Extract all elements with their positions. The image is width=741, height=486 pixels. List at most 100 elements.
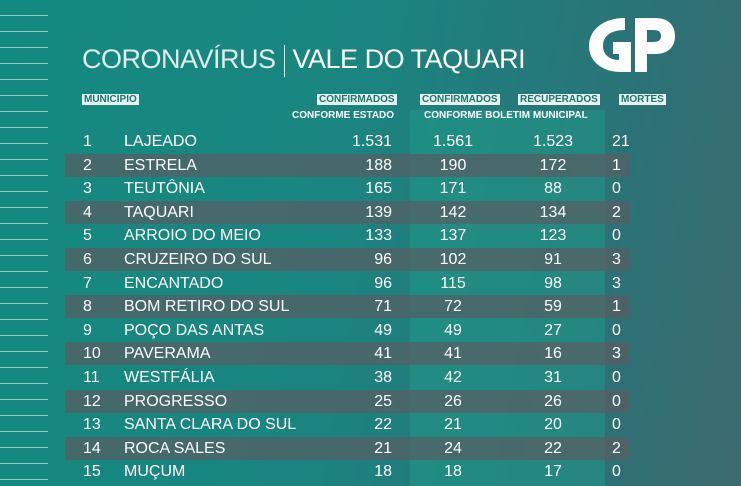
table-row: 3 TEUTÔNIA 165 171 88 0 — [65, 177, 630, 200]
mortes: 3 — [612, 274, 621, 292]
recuperados: 88 — [544, 180, 562, 198]
confirmados-boletim: 49 — [444, 321, 462, 339]
municipio-name: BOM RETIRO DO SUL — [124, 298, 290, 316]
row-number: 11 — [83, 369, 100, 386]
mortes: 0 — [612, 463, 621, 481]
recuperados: 22 — [544, 439, 562, 457]
mortes: 2 — [612, 203, 621, 221]
header-confirmados-estado: CONFIRMADOS — [317, 94, 397, 105]
row-number: 12 — [83, 392, 101, 410]
confirmados-estado: 18 — [374, 463, 392, 481]
table-row: 14 ROCA SALES 21 24 22 2 — [65, 436, 630, 460]
mortes: 1 — [612, 298, 621, 316]
recuperados: 31 — [544, 369, 562, 386]
mortes: 0 — [612, 227, 621, 245]
confirmados-boletim: 102 — [439, 251, 467, 268]
recuperados: 98 — [544, 274, 562, 292]
confirmados-boletim: 142 — [439, 203, 467, 221]
municipio-name: TEUTÔNIA — [124, 180, 205, 198]
municipio-name: WESTFÁLIA — [124, 369, 215, 386]
confirmados-boletim: 18 — [444, 463, 462, 481]
confirmados-boletim: 137 — [439, 227, 467, 245]
confirmados-boletim: 24 — [444, 439, 462, 457]
municipio-name: PROGRESSO — [124, 392, 228, 410]
municipio-name: TAQUARI — [124, 203, 194, 221]
row-number: 14 — [83, 439, 101, 457]
confirmados-boletim: 41 — [444, 345, 462, 363]
table-row: 6 CRUZEIRO DO SUL 96 102 91 3 — [65, 248, 630, 271]
recuperados: 91 — [544, 251, 562, 268]
confirmados-estado: 21 — [374, 439, 392, 457]
recuperados: 172 — [539, 156, 567, 174]
confirmados-estado: 49 — [374, 321, 392, 339]
confirmados-estado: 188 — [365, 156, 392, 174]
decorative-lines — [0, 0, 48, 486]
confirmados-estado: 139 — [365, 203, 392, 221]
mortes: 0 — [612, 416, 621, 434]
header-municipio: MUNICÍPIO — [82, 94, 139, 105]
row-number: 15 — [83, 463, 101, 481]
confirmados-estado: 22 — [374, 416, 392, 434]
table-row: 4 TAQUARI 139 142 134 2 — [65, 200, 630, 224]
header-municipio-label: MUNICÍPIO — [82, 94, 139, 105]
table-row: 8 BOM RETIRO DO SUL 71 72 59 1 — [65, 295, 630, 319]
recuperados: 1.523 — [532, 133, 574, 150]
confirmados-boletim: 115 — [440, 274, 466, 292]
municipio-name: SANTA CLARA DO SUL — [124, 416, 297, 434]
table-row: 10 PAVERAMA 41 41 16 3 — [65, 342, 630, 366]
title-divider — [283, 44, 285, 77]
header-recuperados: RECUPERADOS — [518, 94, 600, 105]
recuperados: 123 — [539, 227, 567, 245]
row-number: 2 — [83, 156, 92, 174]
row-number: 10 — [83, 345, 101, 363]
confirmados-estado: 96 — [374, 274, 392, 292]
row-number: 7 — [83, 274, 92, 292]
confirmados-estado: 133 — [365, 227, 392, 245]
municipio-name: ESTRELA — [124, 156, 197, 174]
mortes: 0 — [612, 392, 621, 410]
municipio-name: LAJEADO — [124, 133, 197, 150]
header-conforme-boletim: CONFORME BOLETIM MUNICIPAL — [424, 110, 588, 121]
row-number: 8 — [83, 298, 92, 316]
municipio-name: POÇO DAS ANTAS — [124, 321, 265, 339]
municipio-name: ARROIO DO MEIO — [124, 227, 261, 245]
confirmados-boletim: 26 — [444, 392, 462, 410]
recuperados: 17 — [544, 463, 562, 481]
header-confirmados-estado-label: CONFIRMADOS — [317, 94, 397, 105]
mortes: 2 — [612, 439, 621, 457]
municipio-name: CRUZEIRO DO SUL — [124, 251, 272, 268]
page-title: CORONAVÍRUS VALE DO TAQUARI — [82, 44, 526, 77]
header-mortes: MORTES — [619, 94, 666, 105]
row-number: 6 — [83, 251, 92, 268]
confirmados-estado: 25 — [374, 392, 392, 410]
title-right: VALE DO TAQUARI — [292, 44, 526, 74]
mortes: 3 — [612, 345, 621, 363]
municipio-name: ENCANTADO — [124, 274, 224, 292]
confirmados-boletim: 21 — [444, 416, 462, 434]
municipio-name: MUÇUM — [124, 463, 186, 481]
recuperados: 27 — [544, 321, 562, 339]
municipio-name: PAVERAMA — [124, 345, 211, 363]
header-recuperados-label: RECUPERADOS — [518, 94, 600, 105]
municipio-name: ROCA SALES — [124, 439, 226, 457]
mortes: 0 — [612, 321, 621, 339]
confirmados-boletim: 171 — [439, 180, 467, 198]
table-row: 7 ENCANTADO 96 115 98 3 — [65, 272, 630, 295]
confirmados-estado: 165 — [365, 180, 392, 198]
row-number: 13 — [83, 416, 101, 434]
row-number: 3 — [83, 180, 92, 198]
recuperados: 59 — [544, 298, 562, 316]
row-number: 4 — [83, 203, 92, 221]
title-left: CORONAVÍRUS — [82, 44, 276, 74]
table-row: 2 ESTRELA 188 190 172 1 — [65, 153, 630, 177]
mortes: 1 — [612, 156, 621, 174]
confirmados-boletim: 190 — [439, 156, 467, 174]
confirmados-estado: 38 — [374, 369, 392, 386]
row-number: 5 — [83, 227, 92, 245]
recuperados: 16 — [544, 345, 562, 363]
header-confirmados-boletim: CONFIRMADOS — [420, 94, 500, 105]
header-mortes-label: MORTES — [619, 94, 666, 105]
recuperados: 20 — [544, 416, 562, 434]
confirmados-estado: 71 — [374, 298, 392, 316]
